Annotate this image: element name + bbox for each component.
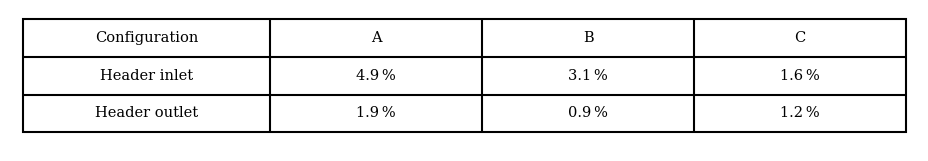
Text: 1.2 %: 1.2 % [780, 106, 818, 120]
Text: 1.6 %: 1.6 % [780, 69, 818, 83]
Text: Configuration: Configuration [95, 31, 199, 45]
Text: C: C [793, 31, 805, 45]
Text: 1.9 %: 1.9 % [356, 106, 395, 120]
Text: A: A [370, 31, 381, 45]
Text: Header outlet: Header outlet [95, 106, 199, 120]
Text: 0.9 %: 0.9 % [568, 106, 607, 120]
Text: 3.1 %: 3.1 % [568, 69, 607, 83]
Text: B: B [582, 31, 593, 45]
Text: Header inlet: Header inlet [100, 69, 193, 83]
Text: 4.9 %: 4.9 % [356, 69, 395, 83]
Bar [23, 19, 905, 132]
